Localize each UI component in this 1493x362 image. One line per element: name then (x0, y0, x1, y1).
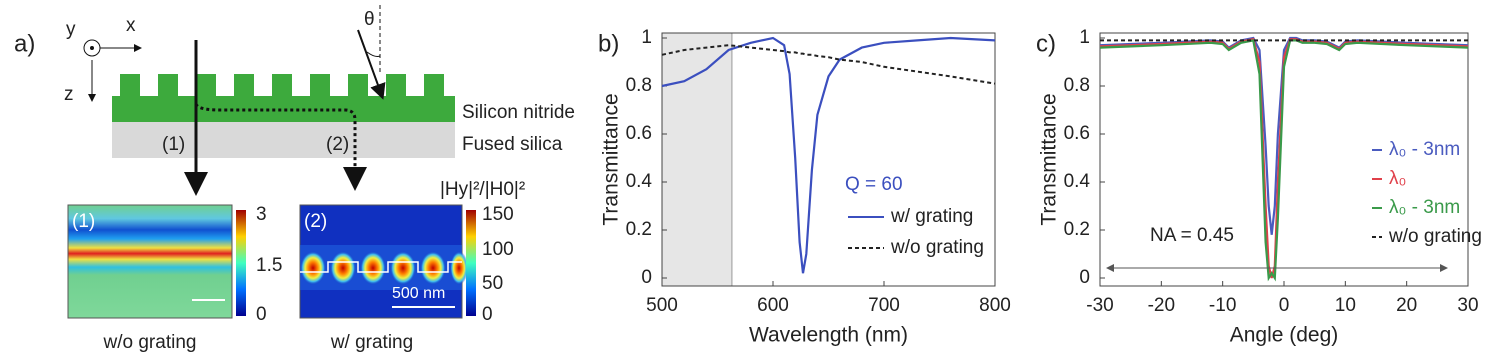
panel-label: a) (14, 30, 35, 57)
y-tick-label: 0.4 (1064, 171, 1091, 192)
x-tick-label: 500 (646, 295, 678, 316)
data-line (1099, 39, 1469, 282)
data-line (661, 44, 996, 85)
layer-label: Silicon nitride (462, 102, 575, 123)
layer-label: Fused silica (462, 134, 563, 155)
map-tag: (1) (72, 211, 95, 232)
x-tick-label: 700 (868, 295, 900, 316)
x-tick-label: -30 (1086, 295, 1113, 316)
data-line (661, 36, 996, 274)
axis-icon (90, 46, 94, 50)
field-spots (300, 251, 468, 285)
x-axis-label: Wavelength (nm) (749, 324, 908, 347)
x-tick-label: 30 (1457, 295, 1478, 316)
y-tick-label: 0 (641, 267, 652, 288)
angle-label: θ (364, 9, 375, 30)
colorbar-tick: 3 (256, 204, 267, 225)
guided-path (194, 103, 367, 191)
colorbar-tick: 100 (482, 239, 514, 260)
map-caption: w/ grating (330, 332, 413, 353)
y-tick-label: 0.8 (626, 75, 652, 96)
y-tick-label: 1 (641, 27, 652, 48)
axis-label: z (64, 84, 74, 105)
path-label: (1) (162, 134, 185, 155)
panel-label: c) (1036, 30, 1056, 57)
y-tick-label: 0.6 (626, 123, 652, 144)
x-axis-label: Angle (deg) (1230, 324, 1339, 347)
annotation: NA = 0.45 (1150, 225, 1234, 246)
y-tick-label: 0.6 (1064, 123, 1090, 144)
colorbar-tick: 150 (482, 204, 514, 225)
x-tick-label: -20 (1148, 295, 1175, 316)
panel-label: b) (598, 30, 619, 57)
panel-a: a) y x z Silicon nitride Fused silica θ … (14, 5, 575, 353)
x-tick-label: 600 (757, 295, 789, 316)
substrate (112, 122, 455, 158)
colorbar-tick: 0 (482, 304, 493, 325)
y-tick-label: 0.8 (1064, 75, 1090, 96)
colorbar-tick: 50 (482, 273, 503, 294)
x-tick-label: 0 (1279, 295, 1290, 316)
shaded-region (661, 32, 733, 287)
oblique-beam (357, 29, 386, 100)
y-tick-label: 0.2 (1064, 219, 1090, 240)
x-tick-label: -10 (1209, 295, 1236, 316)
map-caption: w/o grating (103, 332, 197, 353)
x-tick-label: 20 (1396, 295, 1417, 316)
angle-arc (366, 51, 381, 57)
legend-label: λ₀ (1389, 168, 1406, 189)
legend-label: w/o grating (890, 237, 984, 258)
colorbar-tick: 1.5 (256, 255, 282, 276)
y-tick-label: 0.4 (626, 171, 653, 192)
path-label: (2) (326, 134, 349, 155)
x-tick-label: 10 (1335, 295, 1356, 316)
axis-label: x (126, 15, 136, 36)
legend-label: w/o grating (1388, 226, 1482, 247)
grating-outline (300, 261, 462, 273)
axis-label: y (66, 19, 76, 40)
y-tick-label: 0 (1079, 267, 1090, 288)
x-tick-label: 800 (979, 295, 1011, 316)
colorbar (236, 210, 246, 316)
y-axis-label: Transmittance (600, 93, 623, 225)
y-tick-label: 0.2 (626, 219, 652, 240)
colorbar-tick: 0 (256, 304, 267, 325)
map-tag: (2) (304, 211, 327, 232)
annotation: Q = 60 (845, 174, 903, 195)
legend-label: λ₀ - 3nm (1389, 197, 1460, 218)
grating-layer (112, 96, 455, 122)
legend-label: w/ grating (890, 206, 973, 227)
plot-frame (661, 32, 996, 287)
scale-label: 500 nm (392, 285, 445, 302)
colorbar (466, 210, 476, 316)
y-tick-label: 1 (1079, 27, 1090, 48)
legend-label: λ₀ - 3nm (1389, 139, 1460, 160)
colorbar-title: |Hy|²/|H0|² (440, 179, 525, 200)
grating-teeth (120, 74, 444, 96)
y-axis-label: Transmittance (1038, 93, 1061, 225)
